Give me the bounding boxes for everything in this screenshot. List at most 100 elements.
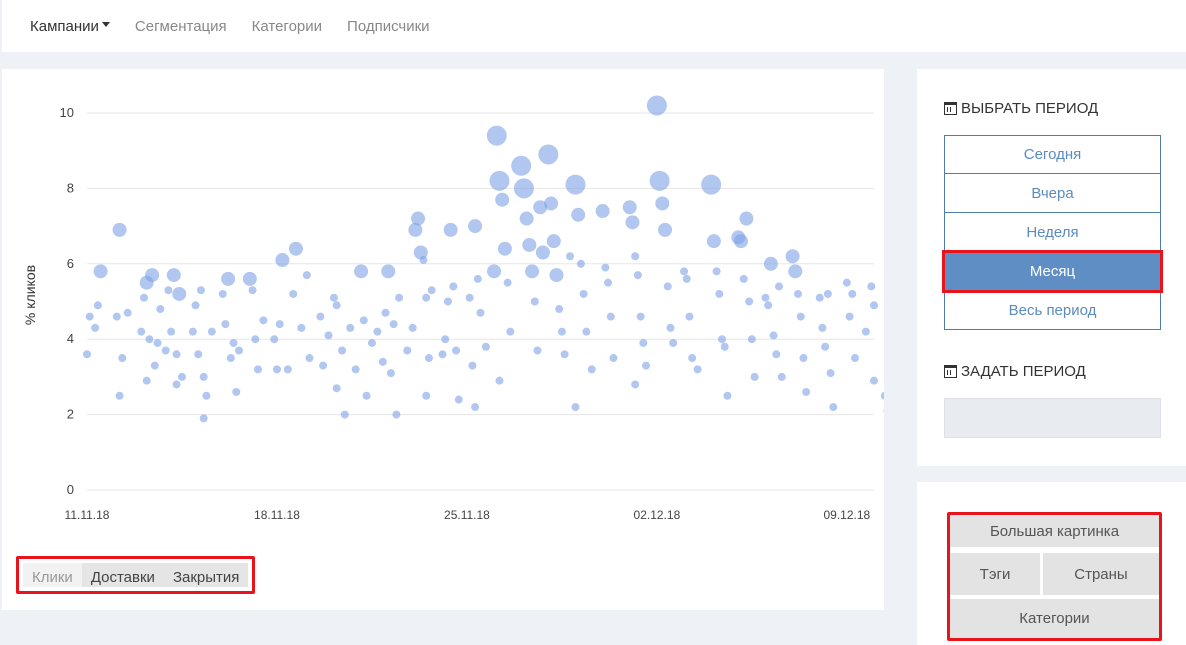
data-point[interactable] xyxy=(319,361,328,370)
data-point[interactable] xyxy=(419,256,428,265)
data-point[interactable] xyxy=(720,342,729,351)
data-point[interactable] xyxy=(571,207,586,222)
nav-campaigns[interactable]: Кампании xyxy=(30,18,110,35)
data-point[interactable] xyxy=(658,222,673,237)
data-point[interactable] xyxy=(622,200,637,215)
data-point[interactable] xyxy=(424,354,433,363)
data-point[interactable] xyxy=(555,305,564,314)
data-point[interactable] xyxy=(340,410,349,419)
data-point[interactable] xyxy=(251,335,260,344)
data-point[interactable] xyxy=(870,301,878,310)
data-point[interactable] xyxy=(706,234,721,249)
data-point[interactable] xyxy=(386,369,395,378)
data-point[interactable] xyxy=(739,211,754,226)
data-point[interactable] xyxy=(441,335,450,344)
data-point[interactable] xyxy=(297,323,306,332)
data-point[interactable] xyxy=(669,338,678,347)
data-point[interactable] xyxy=(242,271,257,286)
data-point[interactable] xyxy=(218,289,227,298)
data-point[interactable] xyxy=(503,278,512,287)
data-point[interactable] xyxy=(538,144,559,165)
custom-period-input[interactable] xyxy=(944,398,1161,438)
data-point[interactable] xyxy=(234,346,243,355)
data-point[interactable] xyxy=(199,372,208,381)
countries-button[interactable]: Страны xyxy=(1043,553,1159,595)
data-point[interactable] xyxy=(842,278,851,287)
data-point[interactable] xyxy=(799,354,808,363)
data-point[interactable] xyxy=(468,219,483,234)
data-point[interactable] xyxy=(688,354,697,363)
data-point[interactable] xyxy=(544,196,559,211)
data-point[interactable] xyxy=(199,414,208,423)
data-point[interactable] xyxy=(145,335,154,344)
data-point[interactable] xyxy=(821,342,830,351)
data-point[interactable] xyxy=(194,350,203,359)
data-point[interactable] xyxy=(166,268,181,283)
data-point[interactable] xyxy=(761,293,770,302)
data-point[interactable] xyxy=(226,354,235,363)
period-all[interactable]: Весь период xyxy=(944,291,1161,330)
data-point[interactable] xyxy=(560,350,569,359)
data-point[interactable] xyxy=(595,204,610,219)
data-point[interactable] xyxy=(818,323,827,332)
data-point[interactable] xyxy=(880,391,884,400)
data-point[interactable] xyxy=(118,354,127,363)
data-point[interactable] xyxy=(747,335,756,344)
data-point[interactable] xyxy=(769,331,778,340)
data-point[interactable] xyxy=(164,286,173,295)
data-point[interactable] xyxy=(449,282,458,291)
data-point[interactable] xyxy=(712,267,721,276)
data-point[interactable] xyxy=(381,308,390,317)
data-point[interactable] xyxy=(381,264,396,279)
data-point[interactable] xyxy=(794,289,803,298)
data-point[interactable] xyxy=(142,376,151,385)
data-point[interactable] xyxy=(156,305,165,314)
data-point[interactable] xyxy=(557,327,566,336)
data-point[interactable] xyxy=(870,376,878,385)
data-point[interactable] xyxy=(468,361,477,370)
data-point[interactable] xyxy=(489,170,510,191)
data-point[interactable] xyxy=(316,312,325,321)
data-point[interactable] xyxy=(826,369,835,378)
data-point[interactable] xyxy=(775,282,784,291)
data-point[interactable] xyxy=(465,293,474,302)
data-point[interactable] xyxy=(232,387,241,396)
data-point[interactable] xyxy=(275,253,290,268)
data-point[interactable] xyxy=(91,323,100,332)
data-point[interactable] xyxy=(530,297,539,306)
categories-button[interactable]: Категории xyxy=(950,599,1159,638)
data-point[interactable] xyxy=(763,256,778,271)
data-point[interactable] xyxy=(438,350,447,359)
data-point[interactable] xyxy=(85,312,94,321)
data-point[interactable] xyxy=(167,327,176,336)
data-point[interactable] xyxy=(454,395,463,404)
data-point[interactable] xyxy=(476,308,485,317)
data-point[interactable] xyxy=(506,327,515,336)
data-point[interactable] xyxy=(221,271,236,286)
data-point[interactable] xyxy=(283,365,292,374)
data-point[interactable] xyxy=(513,178,534,199)
data-point[interactable] xyxy=(145,268,160,283)
data-point[interactable] xyxy=(633,271,642,280)
data-point[interactable] xyxy=(403,346,412,355)
data-point[interactable] xyxy=(609,354,618,363)
data-point[interactable] xyxy=(625,215,640,230)
data-point[interactable] xyxy=(851,354,860,363)
data-point[interactable] xyxy=(642,361,651,370)
data-point[interactable] xyxy=(576,259,585,268)
data-point[interactable] xyxy=(452,346,461,355)
data-point[interactable] xyxy=(867,282,876,291)
data-point[interactable] xyxy=(582,327,591,336)
data-point[interactable] xyxy=(636,312,645,321)
data-point[interactable] xyxy=(324,331,333,340)
data-point[interactable] xyxy=(549,268,564,283)
data-point[interactable] xyxy=(191,301,200,310)
data-point[interactable] xyxy=(411,211,426,226)
data-point[interactable] xyxy=(639,338,648,347)
data-point[interactable] xyxy=(229,338,238,347)
big-picture-button[interactable]: Большая картинка xyxy=(950,515,1159,547)
data-point[interactable] xyxy=(471,403,480,412)
data-point[interactable] xyxy=(701,174,722,195)
data-point[interactable] xyxy=(565,174,586,195)
data-point[interactable] xyxy=(83,350,91,359)
